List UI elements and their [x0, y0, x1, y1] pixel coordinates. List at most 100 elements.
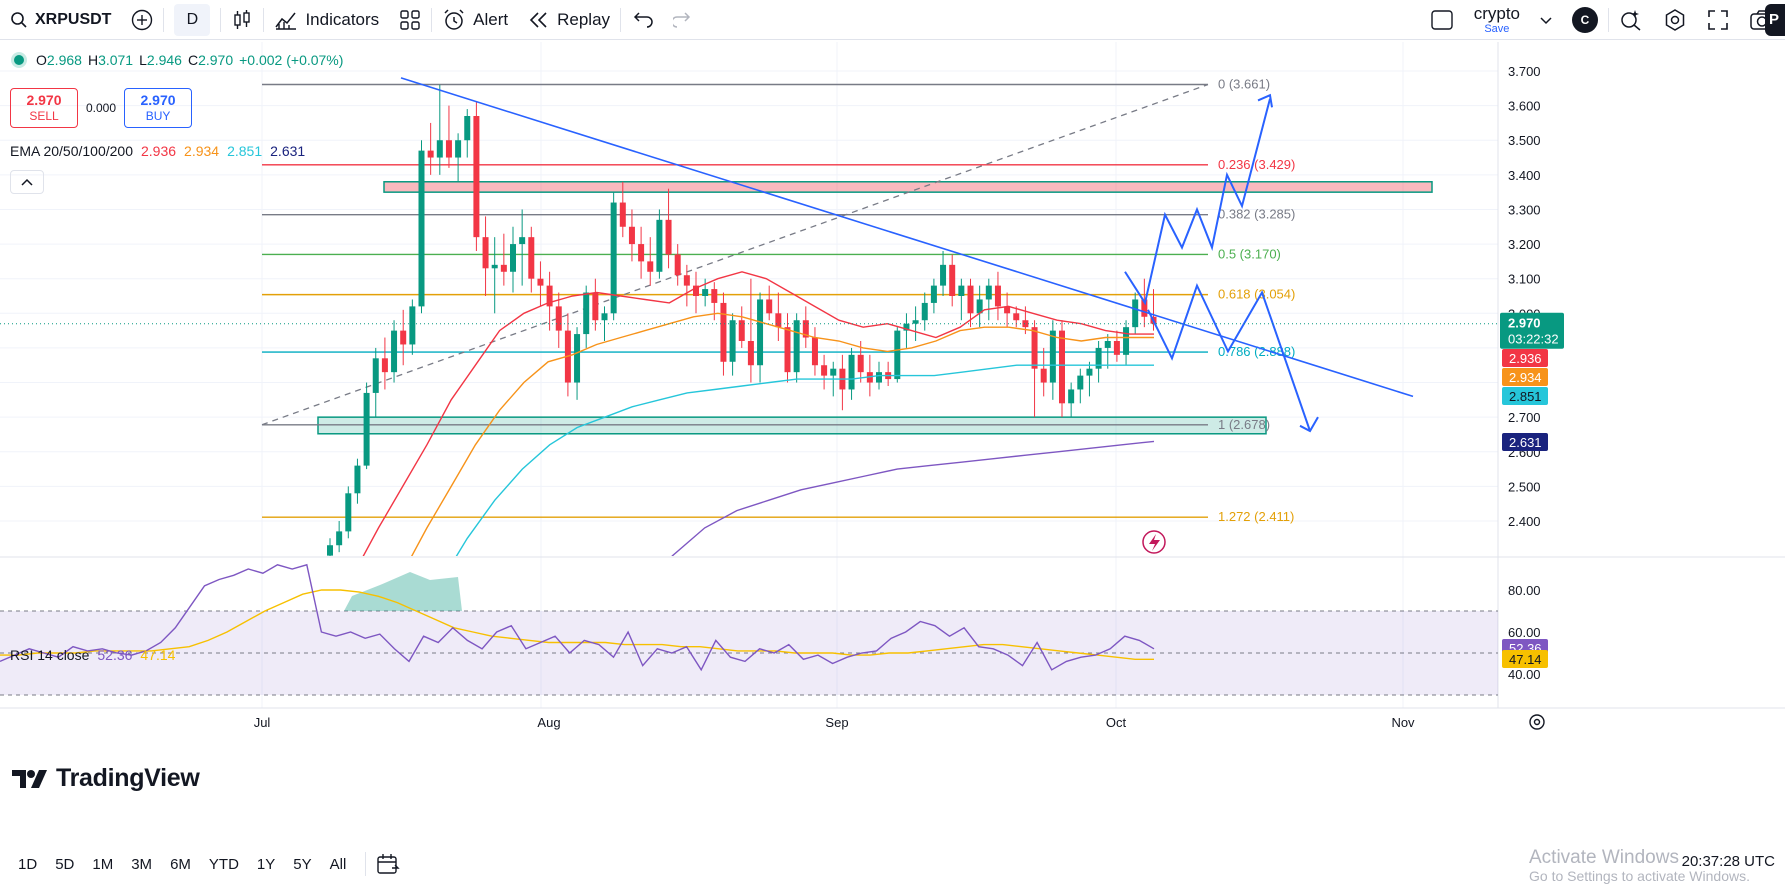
- rsi-ma-badge-label: 47.14: [1509, 652, 1542, 667]
- indicators-button[interactable]: Indicators: [264, 0, 389, 40]
- price-tick-label: 3.200: [1508, 237, 1541, 252]
- candle-up: [1077, 375, 1084, 390]
- ema20-value: 2.936: [141, 143, 177, 159]
- ema-price-badge: [1502, 349, 1548, 367]
- axis-settings-icon-center: [1533, 718, 1541, 726]
- candle-down: [1040, 368, 1047, 383]
- change-value: +0.002 (+0.07%): [239, 52, 344, 68]
- publish-button[interactable]: P: [1765, 4, 1785, 36]
- ema50-value: 2.934: [184, 143, 220, 159]
- fib-label: 0.236 (3.429): [1218, 157, 1295, 172]
- goto-date-button[interactable]: [366, 844, 410, 884]
- price-tick-label: 3.700: [1508, 64, 1541, 79]
- settings-button[interactable]: [1653, 0, 1697, 40]
- ema100-value: 2.851: [227, 143, 263, 159]
- candle-down: [1059, 330, 1065, 404]
- candle-up: [656, 219, 663, 272]
- rsi-legend[interactable]: RSI 14 close 52.36 47.14: [10, 647, 175, 663]
- redo-button[interactable]: [663, 0, 705, 40]
- timeframe-3m[interactable]: 3M: [131, 855, 153, 873]
- alert-button[interactable]: Alert: [432, 0, 518, 40]
- timeframe-1d[interactable]: 1D: [18, 855, 38, 873]
- replay-label: Replay: [557, 9, 611, 29]
- buy-button[interactable]: 2.970 BUY: [124, 88, 193, 128]
- interval-selector[interactable]: D: [164, 0, 220, 40]
- timeframe-1m[interactable]: 1M: [92, 855, 114, 873]
- layout-save[interactable]: crypto Save: [1464, 0, 1530, 40]
- chart-type-button[interactable]: [221, 0, 263, 40]
- time-tick-label: Aug: [537, 715, 560, 730]
- timeframe-ytd[interactable]: YTD: [208, 855, 239, 873]
- undo-icon: [633, 11, 653, 28]
- plus-circle-icon: [132, 9, 153, 30]
- compare-button[interactable]: [121, 0, 163, 40]
- fullscreen-button[interactable]: [1697, 0, 1739, 40]
- buy-label: BUY: [145, 109, 171, 124]
- candle-down: [381, 358, 388, 373]
- candle-up: [354, 465, 361, 494]
- candle-down: [674, 254, 681, 276]
- divider: [220, 7, 222, 32]
- interval-button[interactable]: D: [174, 3, 211, 36]
- layout-name-box[interactable]: crypto Save: [1474, 5, 1520, 35]
- layout-toggle[interactable]: [1420, 0, 1464, 40]
- ohlc-legend: O 2.968 H 3.071 L 2.946 C 2.970 +0.002 (+0.0…: [10, 52, 343, 68]
- symbol-search[interactable]: XRPUSDT: [0, 0, 121, 40]
- quick-search-button[interactable]: [1609, 0, 1653, 40]
- candle-down: [638, 244, 645, 262]
- layout-menu-button[interactable]: [1530, 0, 1562, 40]
- axis-settings-icon: [1529, 714, 1545, 730]
- descending-trendline: [400, 77, 1414, 398]
- candle-up: [985, 285, 992, 300]
- divider: [163, 7, 165, 32]
- candle-up: [372, 358, 379, 393]
- templates-button[interactable]: [389, 0, 431, 40]
- candle-up: [436, 140, 443, 158]
- candle-down: [775, 313, 782, 328]
- candle-up: [601, 313, 608, 321]
- candle-up: [1095, 347, 1102, 369]
- candle-up: [464, 116, 471, 141]
- utc-clock[interactable]: 20:37:28 UTC: [1681, 853, 1775, 870]
- candle-up: [491, 264, 498, 269]
- candle-up: [1132, 299, 1139, 328]
- candle-up: [757, 299, 764, 366]
- tradingview-logo[interactable]: TradingView: [12, 764, 200, 793]
- candle-down: [949, 264, 956, 296]
- rsi-tick-label: 40.00: [1508, 667, 1541, 682]
- replay-button[interactable]: Replay: [518, 0, 620, 40]
- time-tick-label: Jul: [254, 715, 271, 730]
- divider: [431, 7, 433, 32]
- candle-down: [400, 330, 407, 345]
- grid-icon: [400, 9, 420, 30]
- layout-name: crypto: [1473, 3, 1520, 23]
- candle-down: [693, 285, 699, 296]
- timeframe-all[interactable]: All: [329, 855, 347, 873]
- timeframe-5d[interactable]: 5D: [55, 855, 75, 873]
- timeframe-5y[interactable]: 5Y: [293, 855, 312, 873]
- flash-bolt-icon: [1149, 534, 1160, 551]
- candle-down: [1141, 299, 1148, 317]
- candle-up: [336, 531, 343, 546]
- candle-up: [729, 320, 736, 362]
- candle-down: [555, 306, 562, 331]
- open-label: O: [36, 52, 47, 68]
- logo-text: TradingView: [56, 764, 200, 792]
- chart-canvas[interactable]: 0 (3.661) 0.236 (3.429) 0.382 (3.285) 0.5 (…: [0, 41, 1785, 843]
- timeframe-1y[interactable]: 1Y: [256, 855, 276, 873]
- bearish-projection-path: [1147, 282, 1311, 432]
- grid-lines: [0, 42, 1498, 708]
- chevron-up-icon: [21, 178, 33, 186]
- fib-label: 0.786 (2.888): [1218, 344, 1295, 359]
- rsi-label: RSI 14 close: [10, 647, 90, 663]
- collapse-legend-button[interactable]: [10, 170, 44, 194]
- user-button[interactable]: C: [1562, 0, 1608, 40]
- candlestick-icon: [234, 9, 251, 29]
- sell-button[interactable]: 2.970 SELL: [10, 88, 78, 128]
- timeframe-6m[interactable]: 6M: [170, 855, 191, 873]
- high-label: H: [87, 52, 99, 68]
- ema-legend[interactable]: EMA 20/50/100/200 2.936 2.934 2.851 2.63…: [10, 143, 305, 159]
- divider: [263, 7, 265, 32]
- undo-button[interactable]: [621, 0, 663, 40]
- rsi-tick-label: 60.00: [1508, 625, 1541, 640]
